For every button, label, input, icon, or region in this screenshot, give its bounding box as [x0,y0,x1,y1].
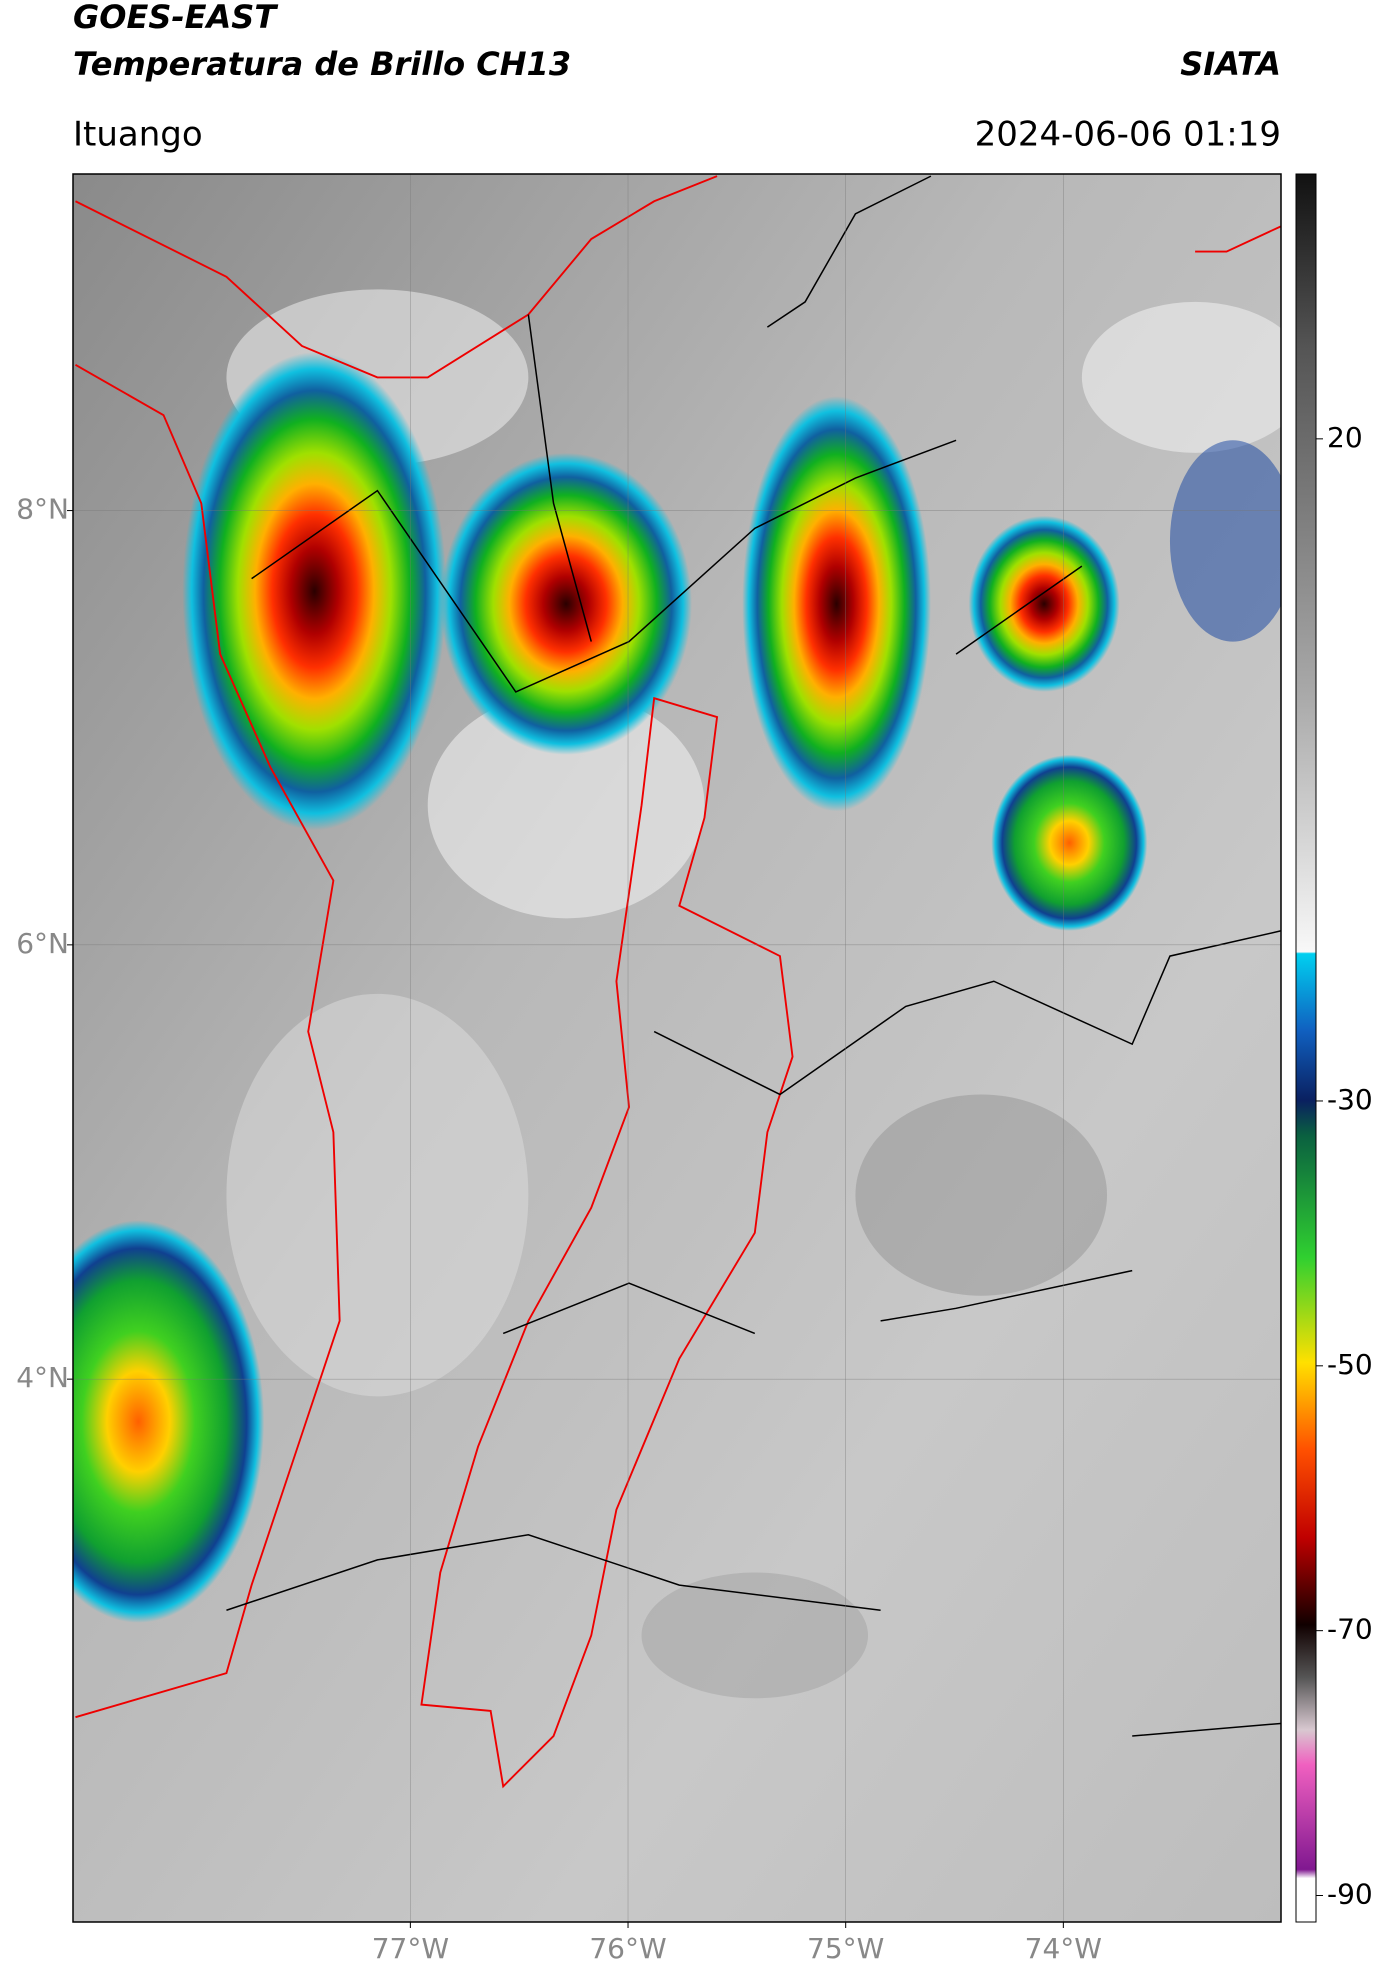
location: Ituango [73,115,203,155]
x-tick-label: 77°W [372,1932,449,1965]
y-tick-label: 4°N [16,1361,69,1394]
colorbar [1295,173,1317,1923]
colorbar-tick-label: -70 [1327,1613,1373,1646]
y-tick-label: 6°N [16,927,69,960]
x-tick-label: 74°W [1025,1932,1102,1965]
colorbar-tick-label: -50 [1327,1348,1373,1381]
datetime: 2024-06-06 01:19 [975,115,1281,155]
y-tick-label: 8°N [16,493,69,526]
satellite-title: GOES-EAST [73,0,278,36]
colorbar-tick-label: 20 [1327,421,1363,454]
satellite-image [73,174,1281,1922]
colorbar-tick-label: -90 [1327,1878,1373,1911]
x-tick-label: 76°W [589,1932,666,1965]
map-frame [72,173,1282,1923]
product-title: Temperatura de Brillo CH13 [73,45,571,83]
x-tick-label: 75°W [807,1932,884,1965]
organization: SIATA [1180,45,1281,83]
colorbar-tick-label: -30 [1327,1083,1373,1116]
